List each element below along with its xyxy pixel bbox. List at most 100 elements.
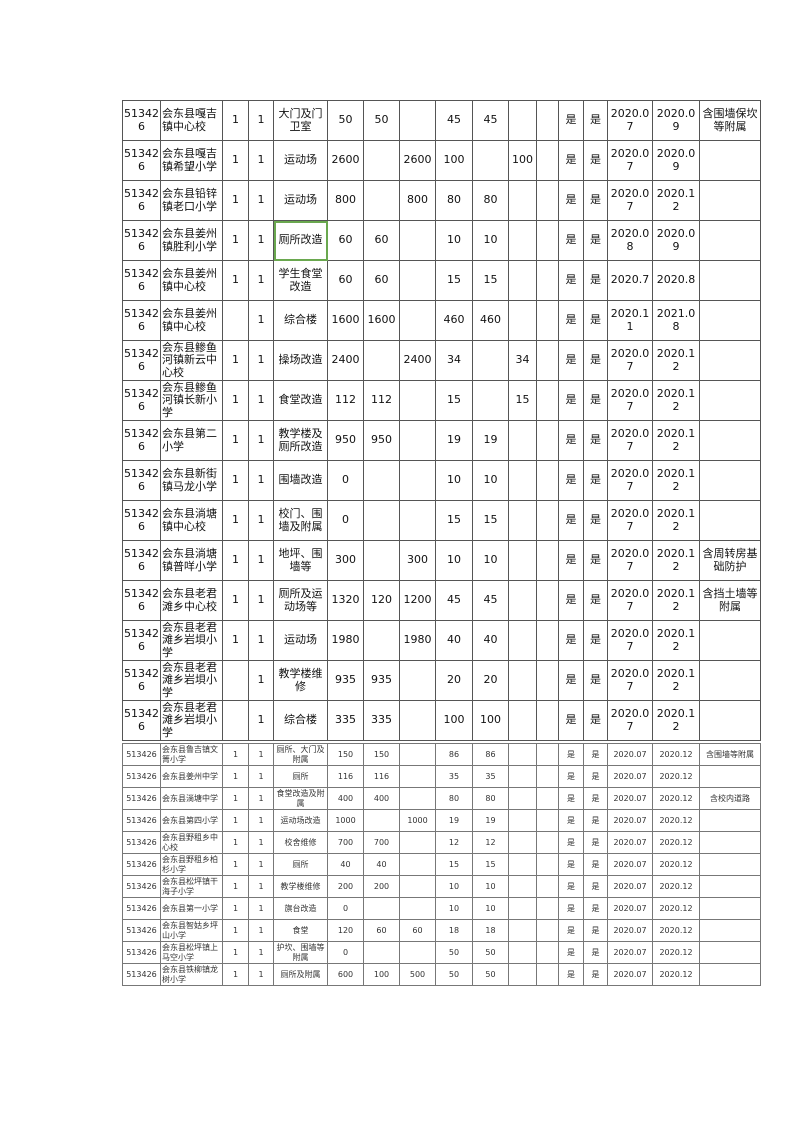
table-cell[interactable] [536, 380, 559, 421]
project-cell[interactable]: 厕所改造 [273, 220, 328, 261]
table-cell[interactable] [699, 700, 761, 741]
table-cell[interactable]: 1 [248, 420, 274, 461]
table-cell[interactable]: 2020.07 [607, 100, 653, 141]
table-cell[interactable]: 1 [248, 919, 274, 942]
table-cell[interactable]: 513426 [122, 580, 161, 621]
table-cell[interactable]: 1 [248, 897, 274, 920]
project-cell[interactable]: 食堂改造 [273, 380, 328, 421]
table-cell[interactable]: 15 [435, 380, 473, 421]
table-cell[interactable]: 513426 [122, 660, 161, 701]
table-cell[interactable]: 是 [583, 100, 608, 141]
table-cell[interactable] [508, 787, 537, 810]
project-cell[interactable]: 运动场 [273, 180, 328, 221]
table-cell[interactable]: 是 [583, 809, 608, 832]
table-cell[interactable]: 935 [363, 660, 400, 701]
table-cell[interactable] [508, 580, 537, 621]
school-name-cell[interactable]: 会东县野租乡中心校 [160, 831, 223, 854]
table-cell[interactable]: 10 [435, 460, 473, 501]
table-cell[interactable]: 2020.12 [652, 897, 700, 920]
table-cell[interactable]: 2020.12 [652, 660, 700, 701]
table-cell[interactable]: 是 [583, 831, 608, 854]
table-cell[interactable]: 10 [435, 875, 473, 898]
table-cell[interactable]: 1 [248, 831, 274, 854]
table-cell[interactable]: 2020.12 [652, 963, 700, 986]
table-cell[interactable]: 1 [248, 941, 274, 964]
table-cell[interactable] [699, 260, 761, 301]
table-cell[interactable] [536, 580, 559, 621]
table-cell[interactable]: 116 [327, 765, 364, 788]
table-cell[interactable]: 是 [558, 100, 584, 141]
table-cell[interactable]: 120 [363, 580, 400, 621]
table-cell[interactable]: 1 [222, 460, 249, 501]
table-cell[interactable]: 1 [222, 853, 249, 876]
table-cell[interactable] [508, 180, 537, 221]
school-name-cell[interactable]: 会东县老君滩乡岩垻小学 [160, 620, 223, 661]
table-cell[interactable] [508, 941, 537, 964]
table-cell[interactable]: 是 [558, 700, 584, 741]
school-name-cell[interactable]: 会东县姜州中学 [160, 765, 223, 788]
table-cell[interactable]: 2020.07 [607, 700, 653, 741]
table-cell[interactable]: 100 [363, 963, 400, 986]
table-cell[interactable] [536, 831, 559, 854]
table-cell[interactable]: 是 [558, 500, 584, 541]
table-cell[interactable]: 2020.07 [607, 340, 653, 381]
table-cell[interactable]: 50 [472, 963, 509, 986]
table-cell[interactable]: 1 [248, 809, 274, 832]
table-cell[interactable] [363, 897, 400, 920]
table-cell[interactable]: 513426 [122, 540, 161, 581]
table-cell[interactable]: 1980 [327, 620, 364, 661]
table-cell[interactable]: 513426 [122, 743, 161, 766]
table-cell[interactable]: 2020.12 [652, 853, 700, 876]
table-cell[interactable]: 含周转房基础防护 [699, 540, 761, 581]
table-cell[interactable]: 60 [327, 260, 364, 301]
school-name-cell[interactable]: 会东县老君滩乡岩垻小学 [160, 660, 223, 701]
school-name-cell[interactable]: 会东县鲹鱼河镇新云中心校 [160, 340, 223, 381]
table-cell[interactable]: 20 [472, 660, 509, 701]
table-cell[interactable]: 19 [472, 809, 509, 832]
table-cell[interactable]: 是 [558, 809, 584, 832]
table-cell[interactable]: 1 [222, 941, 249, 964]
table-cell[interactable]: 60 [363, 260, 400, 301]
table-cell[interactable] [699, 897, 761, 920]
table-cell[interactable]: 2020.07 [607, 140, 653, 181]
table-cell[interactable]: 1 [248, 540, 274, 581]
table-cell[interactable]: 10 [472, 540, 509, 581]
table-cell[interactable]: 100 [435, 140, 473, 181]
table-cell[interactable] [399, 300, 436, 341]
table-cell[interactable]: 34 [508, 340, 537, 381]
table-cell[interactable] [508, 260, 537, 301]
table-cell[interactable]: 45 [435, 100, 473, 141]
table-cell[interactable] [399, 420, 436, 461]
table-cell[interactable]: 18 [435, 919, 473, 942]
table-cell[interactable]: 10 [472, 460, 509, 501]
school-name-cell[interactable]: 会东县铅锌镇老口小学 [160, 180, 223, 221]
table-cell[interactable]: 1 [222, 620, 249, 661]
school-name-cell[interactable]: 会东县老君滩乡中心校 [160, 580, 223, 621]
table-cell[interactable]: 513426 [122, 700, 161, 741]
table-cell[interactable]: 是 [558, 580, 584, 621]
table-cell[interactable] [508, 300, 537, 341]
school-name-cell[interactable]: 会东县姜州镇胜利小学 [160, 220, 223, 261]
table-cell[interactable] [363, 809, 400, 832]
table-cell[interactable]: 是 [558, 540, 584, 581]
project-cell[interactable]: 食堂 [273, 919, 328, 942]
table-cell[interactable]: 513426 [122, 919, 161, 942]
table-cell[interactable] [508, 809, 537, 832]
table-cell[interactable]: 1 [222, 140, 249, 181]
table-cell[interactable]: 2020.12 [652, 460, 700, 501]
table-cell[interactable]: 0 [327, 897, 364, 920]
table-cell[interactable]: 是 [558, 460, 584, 501]
table-cell[interactable]: 1980 [399, 620, 436, 661]
table-cell[interactable]: 2020.09 [652, 100, 700, 141]
table-cell[interactable]: 45 [472, 100, 509, 141]
table-cell[interactable]: 2020.07 [607, 580, 653, 621]
table-cell[interactable]: 2400 [399, 340, 436, 381]
table-cell[interactable]: 是 [558, 941, 584, 964]
table-cell[interactable]: 2020.12 [652, 500, 700, 541]
project-cell[interactable]: 厕所 [273, 853, 328, 876]
table-cell[interactable]: 100 [472, 700, 509, 741]
table-cell[interactable]: 1 [248, 300, 274, 341]
table-cell[interactable] [508, 765, 537, 788]
table-cell[interactable]: 是 [583, 660, 608, 701]
table-cell[interactable] [536, 875, 559, 898]
